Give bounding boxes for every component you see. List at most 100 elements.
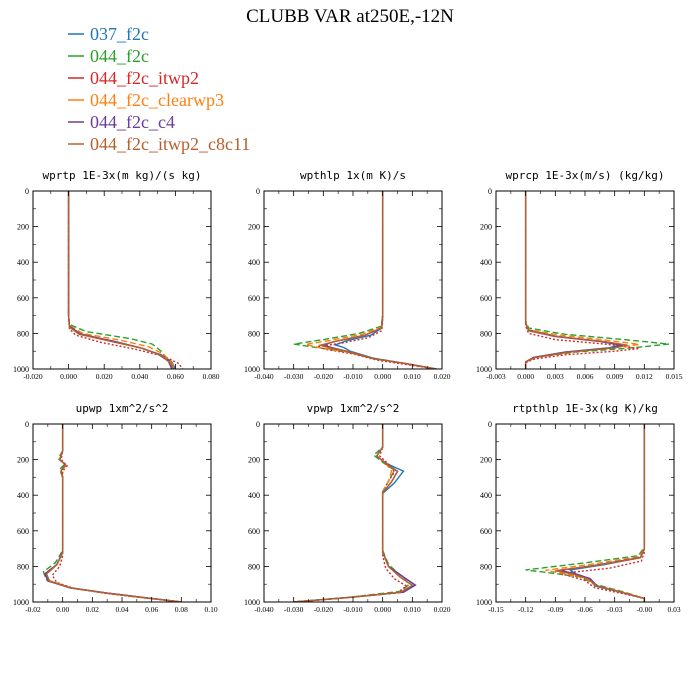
series-line-044_f2c_itwp2 xyxy=(560,424,646,602)
y-tick-label: 200 xyxy=(248,456,260,465)
series-line-044_f2c_c4 xyxy=(67,191,173,369)
panel-title: rtpthlp 1E-3x(kg K)/kg xyxy=(512,402,658,415)
series-line-044_f2c_itwp2 xyxy=(51,424,182,602)
y-tick-label: 400 xyxy=(17,491,29,500)
y-tick-label: 0 xyxy=(25,420,29,429)
series-group xyxy=(524,191,670,369)
y-tick-label: 600 xyxy=(248,294,260,303)
y-tick-label: 400 xyxy=(248,258,260,267)
x-tick-label: -0.040 xyxy=(254,605,274,614)
plot-panel: wprcp 1E-3x(m/s) (kg/kg) 0 200 400 600 800 100… xyxy=(476,169,683,381)
x-tick-label: 0.00 xyxy=(56,605,69,614)
y-tick-label: 0 xyxy=(488,420,492,429)
y-tick-label: 0 xyxy=(256,420,260,429)
y-tick-label: 1000 xyxy=(244,365,260,374)
series-line-044_f2c_clearwp3 xyxy=(545,424,646,602)
plot-frame xyxy=(495,423,675,603)
legend-entry: 037_f2c xyxy=(68,24,149,44)
x-tick-label: -0.09 xyxy=(548,605,564,614)
legend-entry: 044_f2c_clearwp3 xyxy=(68,90,224,110)
series-line-044_f2c_itwp2_c8c11 xyxy=(555,424,646,602)
y-tick-label: 800 xyxy=(480,329,492,338)
x-tick-label: 0.020 xyxy=(434,605,451,614)
x-tick-label: 0.020 xyxy=(96,372,113,381)
x-tick-label: -0.030 xyxy=(284,372,304,381)
y-tick-label: 200 xyxy=(17,223,29,232)
x-tick-label: 0.000 xyxy=(374,605,391,614)
series-line-044_f2c_clearwp3 xyxy=(305,191,437,369)
y-tick-label: 1000 xyxy=(13,598,29,607)
y-tick-label: 800 xyxy=(480,562,492,571)
legend-label: 044_f2c_c4 xyxy=(90,112,175,132)
x-tick-label: 0.010 xyxy=(404,372,421,381)
y-tick-label: 0 xyxy=(25,187,29,196)
series-line-044_f2c_itwp2 xyxy=(67,191,184,369)
x-tick-label: 0.02 xyxy=(86,605,99,614)
plot-panel: wpthlp 1x(m K)/s 0 200 400 600 800 1000-0.040 -… xyxy=(244,169,451,381)
x-tick-label: 0.10 xyxy=(204,605,217,614)
y-tick-label: 800 xyxy=(248,329,260,338)
x-tick-label: -0.010 xyxy=(343,605,363,614)
y-tick-label: 800 xyxy=(248,562,260,571)
panel-title: upwp 1xm^2/s^2 xyxy=(76,402,169,415)
legend-label: 037_f2c xyxy=(90,24,149,44)
series-line-044_f2c_c4 xyxy=(44,424,182,602)
legend-label: 044_f2c_clearwp3 xyxy=(90,90,224,110)
x-tick-label: -0.06 xyxy=(577,605,593,614)
series-line-037_f2c xyxy=(45,424,182,602)
series-line-044_f2c xyxy=(293,191,437,369)
series-group xyxy=(293,191,437,369)
series-line-044_f2c_itwp2_c8c11 xyxy=(317,191,437,369)
x-tick-label: -0.02 xyxy=(25,605,41,614)
legend-label: 044_f2c_itwp2 xyxy=(90,68,199,88)
x-tick-label: 0.000 xyxy=(517,372,534,381)
y-tick-label: 0 xyxy=(256,187,260,196)
series-line-044_f2c_clearwp3 xyxy=(43,424,182,602)
x-tick-label: -0.030 xyxy=(284,605,304,614)
legend-label: 044_f2c xyxy=(90,46,149,66)
y-tick-label: 200 xyxy=(17,456,29,465)
x-tick-label: 0.04 xyxy=(115,605,128,614)
x-tick-label: 0.015 xyxy=(666,372,683,381)
series-line-044_f2c_itwp2_c8c11 xyxy=(67,191,175,369)
series-line-044_f2c_clearwp3 xyxy=(293,424,414,602)
series-line-037_f2c xyxy=(333,191,437,369)
x-tick-label: 0.003 xyxy=(547,372,564,381)
x-tick-label: -0.010 xyxy=(343,372,363,381)
x-tick-label: 0.040 xyxy=(131,372,148,381)
x-tick-label: 0.06 xyxy=(145,605,158,614)
x-tick-label: 0.060 xyxy=(167,372,184,381)
y-tick-label: 200 xyxy=(248,223,260,232)
series-line-044_f2c xyxy=(293,424,411,602)
series-group xyxy=(293,424,417,602)
x-tick-label: 0.000 xyxy=(60,372,77,381)
plot-frame xyxy=(32,190,212,370)
x-tick-label: -0.040 xyxy=(254,372,274,381)
series-line-044_f2c_itwp2 xyxy=(293,424,408,602)
x-tick-label: -0.020 xyxy=(314,605,334,614)
y-tick-label: 200 xyxy=(480,456,492,465)
plot-panel: rtpthlp 1E-3x(kg K)/kg02004006008001000-… xyxy=(476,402,681,614)
x-tick-label: 0.020 xyxy=(434,372,451,381)
y-tick-label: 600 xyxy=(248,527,260,536)
y-tick-label: 400 xyxy=(480,491,492,500)
panel-title: vpwp 1xm^2/s^2 xyxy=(307,402,400,415)
x-tick-label: -0.020 xyxy=(23,372,43,381)
y-tick-label: 1000 xyxy=(244,598,260,607)
x-tick-label: -0.12 xyxy=(518,605,534,614)
x-tick-label: 0.080 xyxy=(203,372,220,381)
x-tick-label: -0.003 xyxy=(486,372,506,381)
x-tick-label: 0.03 xyxy=(667,605,680,614)
series-line-044_f2c_clearwp3 xyxy=(67,191,176,369)
series-line-044_f2c_itwp2_c8c11 xyxy=(524,191,628,369)
y-tick-label: 400 xyxy=(248,491,260,500)
series-group xyxy=(525,424,646,602)
y-tick-label: 1000 xyxy=(13,365,29,374)
y-tick-label: 600 xyxy=(480,294,492,303)
x-tick-label: 0.010 xyxy=(404,605,421,614)
plot-panels: wprtp 1E-3x(m kg)/(s kg) 0 200 400 600 800 100… xyxy=(13,169,683,614)
y-tick-label: 600 xyxy=(17,294,29,303)
legend-entry: 044_f2c_itwp2 xyxy=(68,68,199,88)
x-tick-label: -0.15 xyxy=(488,605,504,614)
series-line-044_f2c_c4 xyxy=(320,191,437,369)
